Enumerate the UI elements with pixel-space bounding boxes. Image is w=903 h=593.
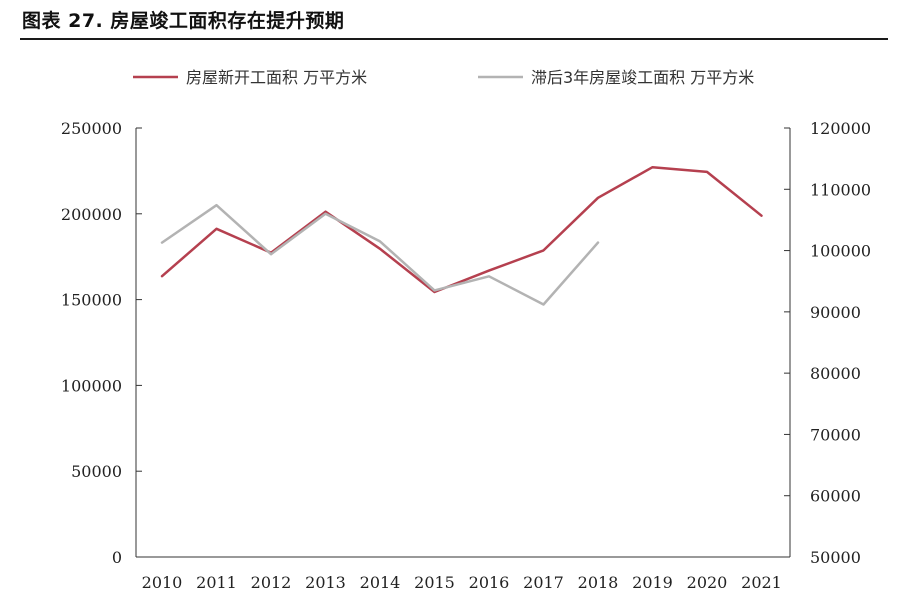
right-tick-label: 90000 xyxy=(810,303,861,322)
x-tick-label: 2018 xyxy=(578,573,619,592)
legend-label-2: 滞后3年房屋竣工面积 万平方米 xyxy=(531,68,754,87)
series-line-2 xyxy=(160,203,600,306)
series-line-1 xyxy=(160,165,763,294)
right-tick-label: 100000 xyxy=(810,242,871,261)
right-tick-label: 120000 xyxy=(810,119,871,138)
x-tick-label: 2020 xyxy=(687,573,728,592)
x-tick-label: 2021 xyxy=(741,573,782,592)
left-tick-label: 250000 xyxy=(61,119,122,138)
chart-legend: 房屋新开工面积 万平方米 滞后3年房屋竣工面积 万平方米 xyxy=(133,68,754,87)
chart-axes: 250000 200000 150000 100000 50000 0 120000 1100… xyxy=(61,119,871,592)
left-tick-label: 0 xyxy=(112,548,122,567)
right-tick-label: 50000 xyxy=(810,548,861,567)
x-tick-label: 2015 xyxy=(414,573,455,592)
left-tick-label: 150000 xyxy=(61,291,122,310)
right-tick-label: 60000 xyxy=(810,487,861,506)
x-tick-label: 2012 xyxy=(251,573,292,592)
right-tick-label: 70000 xyxy=(810,425,861,444)
left-tick-label: 200000 xyxy=(61,205,122,224)
x-tick-label: 2019 xyxy=(632,573,673,592)
right-tick-label: 80000 xyxy=(810,364,861,383)
x-tick-label: 2011 xyxy=(196,573,237,592)
left-tick-label: 100000 xyxy=(61,376,122,395)
right-tick-label: 110000 xyxy=(810,180,871,199)
x-tick-label: 2014 xyxy=(360,573,401,592)
x-tick-label: 2013 xyxy=(305,573,346,592)
figure-title: 图表 27. 房屋竣工面积存在提升预期 xyxy=(22,10,345,32)
x-tick-label: 2016 xyxy=(469,573,510,592)
chart-lines xyxy=(160,165,763,306)
legend-label-1: 房屋新开工面积 万平方米 xyxy=(186,68,367,87)
title-rule xyxy=(20,38,888,40)
x-tick-label: 2010 xyxy=(142,573,183,592)
left-tick-label: 50000 xyxy=(71,462,122,481)
x-tick-label: 2017 xyxy=(523,573,564,592)
